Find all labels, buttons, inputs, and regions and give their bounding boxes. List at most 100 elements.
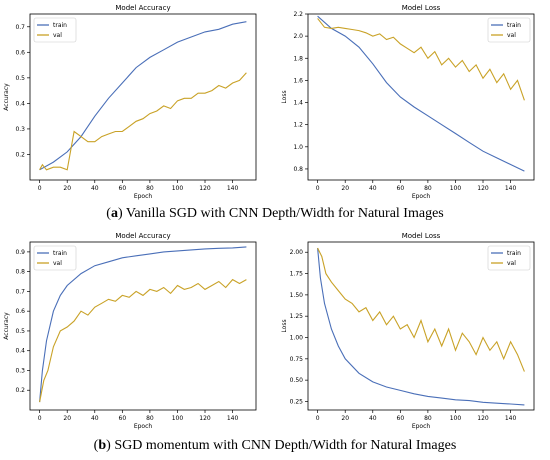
x-tick-label: 100 — [450, 415, 462, 422]
x-tick-label: 100 — [172, 415, 184, 422]
x-tick-label: 140 — [227, 415, 239, 422]
chart-2: Model Accuracy 0 20 40 60 80 100 120 140 0.2 0.3 0.… — [3, 232, 257, 430]
x-tick-label: 0 — [38, 185, 42, 192]
x-tick-label: 80 — [424, 415, 432, 422]
legend-label-train: train — [507, 250, 521, 257]
series-line-val — [317, 18, 525, 101]
plot-area — [307, 13, 535, 181]
x-tick-label: 80 — [424, 185, 432, 192]
x-tick-label: 40 — [369, 415, 377, 422]
y-tick-label: 0.25 — [290, 398, 304, 405]
x-axis-label: Epoch — [412, 423, 431, 430]
x-tick-label: 120 — [199, 185, 211, 192]
caption-a-letter: a — [110, 206, 118, 221]
series-line-val — [39, 278, 247, 403]
x-tick-label: 20 — [63, 415, 71, 422]
y-tick-label: 0.5 — [15, 75, 25, 82]
x-tick-label: 0 — [316, 185, 320, 192]
x-tick-label: 0 — [316, 415, 320, 422]
y-tick-label: 0.8 — [15, 269, 25, 276]
x-tick-label: 100 — [450, 185, 462, 192]
caption-b: (b) SGD momentum with CNN Depth/Width fo… — [93, 438, 457, 453]
x-tick-label: 0 — [38, 415, 42, 422]
x-tick-label: 20 — [341, 415, 349, 422]
caption-a: (a) Vanilla SGD with CNN Depth/Width for… — [106, 206, 444, 221]
y-axis-label: Accuracy — [3, 83, 10, 111]
y-tick-label: 2.2 — [293, 11, 303, 18]
x-tick-label: 60 — [397, 415, 405, 422]
legend-box — [487, 245, 531, 271]
x-tick-label: 40 — [91, 185, 99, 192]
x-axis-label: Epoch — [134, 423, 153, 430]
y-tick-label: 0.50 — [290, 377, 304, 384]
x-axis-label: Epoch — [412, 193, 431, 200]
legend-box — [33, 245, 77, 271]
x-tick-label: 20 — [341, 185, 349, 192]
caption-a-text: Vanilla SGD with CNN Depth/Width for Nat… — [122, 206, 444, 221]
y-tick-label: 1.25 — [290, 313, 304, 320]
plot-area — [307, 241, 535, 411]
legend-box — [487, 17, 531, 43]
series-line-val — [39, 72, 247, 171]
legend-box — [33, 17, 77, 43]
chart-title: Model Accuracy — [115, 232, 170, 240]
x-tick-label: 20 — [63, 185, 71, 192]
y-tick-label: 1.00 — [290, 335, 304, 342]
x-tick-label: 120 — [477, 185, 489, 192]
legend-label-val: val — [53, 32, 62, 39]
y-tick-label: 1.6 — [293, 77, 303, 84]
legend-label-train: train — [53, 22, 67, 29]
y-tick-label: 0.9 — [15, 249, 25, 256]
y-tick-label: 0.2 — [15, 387, 25, 394]
plot-area — [29, 241, 257, 411]
legend-label-train: train — [53, 250, 67, 257]
chart-title: Model Accuracy — [115, 4, 170, 12]
y-tick-label: 0.3 — [15, 367, 25, 374]
series-line-val — [317, 247, 525, 372]
y-axis-label: Accuracy — [3, 312, 10, 340]
x-tick-label: 60 — [119, 185, 127, 192]
x-tick-label: 140 — [505, 415, 517, 422]
y-tick-label: 0.2 — [15, 151, 25, 158]
caption-b-letter: b — [98, 438, 107, 453]
y-axis-label: Loss — [281, 90, 288, 103]
chart-1: Model Loss 0 20 40 60 80 100 120 140 0.8 1.0 1.2 1.4… — [281, 4, 535, 200]
y-tick-label: 0.4 — [15, 100, 25, 107]
legend-label-val: val — [507, 32, 516, 39]
y-tick-label: 0.8 — [293, 166, 303, 173]
x-tick-label: 120 — [199, 415, 211, 422]
y-tick-label: 1.2 — [293, 122, 303, 129]
series-line-train — [39, 246, 247, 403]
y-tick-label: 0.6 — [15, 308, 25, 315]
y-tick-label: 0.4 — [15, 348, 25, 355]
legend-label-val: val — [53, 260, 62, 267]
y-tick-label: 2.0 — [293, 33, 303, 40]
x-tick-label: 140 — [505, 185, 517, 192]
plot-area — [29, 13, 257, 181]
y-tick-label: 0.75 — [290, 356, 304, 363]
x-tick-label: 40 — [369, 185, 377, 192]
x-tick-label: 100 — [172, 185, 184, 192]
series-line-train — [317, 15, 525, 172]
series-line-train — [39, 21, 247, 171]
y-tick-label: 0.7 — [15, 288, 25, 295]
x-tick-label: 80 — [146, 185, 154, 192]
y-tick-label: 0.7 — [15, 24, 25, 31]
y-tick-label: 1.0 — [293, 144, 303, 151]
x-tick-label: 40 — [91, 415, 99, 422]
y-tick-label: 0.3 — [15, 126, 25, 133]
y-tick-label: 1.50 — [290, 292, 304, 299]
x-tick-label: 60 — [119, 415, 127, 422]
chart-title: Model Loss — [402, 232, 441, 240]
x-tick-label: 120 — [477, 415, 489, 422]
x-tick-label: 140 — [227, 185, 239, 192]
chart-0: Model Accuracy 0 20 40 60 80 100 120 140 0.2 0.3 0.… — [3, 4, 257, 200]
x-axis-label: Epoch — [134, 193, 153, 200]
legend-label-train: train — [507, 22, 521, 29]
y-tick-label: 0.6 — [15, 49, 25, 56]
y-axis-label: Loss — [281, 319, 288, 332]
y-tick-label: 1.4 — [293, 100, 303, 107]
caption-b-text: SGD momentum with CNN Depth/Width for Na… — [110, 438, 457, 453]
chart-title: Model Loss — [402, 4, 441, 12]
y-tick-label: 0.5 — [15, 328, 25, 335]
